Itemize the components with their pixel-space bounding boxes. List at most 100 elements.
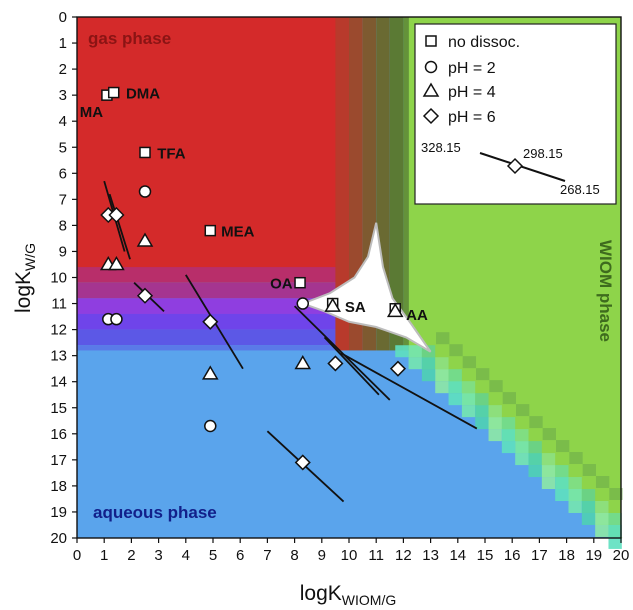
triangle-marker	[294, 354, 312, 370]
legend-diamond-marker	[422, 107, 440, 125]
wiom-phase-label: WIOM phase	[596, 240, 615, 342]
transition-cell	[541, 453, 556, 466]
transition-cell	[435, 381, 449, 394]
x-tick-label: 17	[531, 547, 548, 564]
gas-wiom-band	[349, 17, 363, 351]
legend-temp-mid: 298.15	[523, 146, 563, 161]
axes: 0 1 2 3 4 5 6 7 8 9 10 11 12 13 14 15 16 17 18 19 2001234567…	[50, 9, 629, 564]
x-tick-label: 13	[422, 547, 439, 564]
gas-aqueous-band	[77, 345, 363, 351]
x-tick-label: 2	[127, 547, 135, 564]
wiom-shade-cell	[502, 392, 517, 405]
transition-cell	[448, 381, 462, 394]
transition-cell	[408, 345, 422, 358]
y-tick-label: 17	[50, 452, 67, 469]
diamond-marker	[327, 355, 344, 372]
square-marker	[139, 146, 151, 159]
y-tick-label: 16	[50, 426, 67, 443]
transition-cell	[608, 536, 622, 549]
gas-phase-label: gas phase	[88, 29, 171, 48]
y-tick-label: 15	[50, 400, 67, 417]
transition-cell	[488, 429, 502, 442]
compound-label: AA	[406, 307, 428, 324]
transition-cell	[475, 405, 489, 418]
y-tick-label: 7	[59, 191, 67, 208]
transition-cell	[608, 524, 622, 537]
gas-wiom-band	[335, 17, 349, 351]
legend-square-marker	[425, 35, 437, 47]
x-tick-label: 5	[209, 547, 217, 564]
legend: no dissoc. pH = 2 pH = 4 pH = 6 328.15 2…	[414, 23, 617, 205]
y-tick-label: 4	[59, 113, 67, 130]
transition-cell	[515, 441, 529, 454]
temperature-line	[108, 193, 131, 260]
temperature-lines	[103, 180, 478, 503]
triangle-marker	[108, 255, 125, 271]
transition-cell	[435, 357, 449, 370]
wiom-shade-cell	[489, 380, 503, 393]
x-tick-label: 4	[182, 547, 190, 564]
compound-label: TFA	[157, 145, 185, 162]
y-tick-label: 19	[50, 504, 67, 521]
diamond-marker	[202, 313, 219, 330]
square-marker	[204, 224, 217, 237]
y-tick-label: 5	[59, 139, 67, 156]
y-tick-label: 12	[50, 322, 67, 339]
x-axis-title: logKWIOM/G	[300, 582, 396, 608]
wiom-shade-cell	[609, 487, 623, 500]
wiom-shade-cell	[569, 452, 583, 465]
wiom-shade-cell	[555, 440, 570, 453]
x-tick-label: 1	[100, 547, 108, 564]
y-tick-label: 20	[50, 530, 67, 547]
circle-marker	[296, 297, 310, 310]
transition-cell	[555, 477, 569, 490]
transition-cell	[501, 441, 516, 454]
transition-cell	[395, 345, 409, 358]
transition-cell	[501, 417, 516, 430]
wiom-shade-cell	[582, 464, 596, 477]
transition-cell	[581, 489, 596, 502]
transition-cell	[555, 465, 569, 478]
circle-marker	[110, 312, 123, 326]
wiom-shade-cell	[542, 428, 556, 441]
transition-cell	[408, 357, 422, 370]
x-tick-label: 10	[341, 547, 358, 564]
triangle-marker	[136, 232, 154, 247]
x-tick-label: 12	[395, 547, 412, 564]
transition-cell	[581, 501, 596, 513]
square-marker	[107, 86, 120, 99]
y-tick-label: 0	[59, 9, 67, 26]
x-tick-label: 15	[477, 547, 494, 564]
transition-cell	[435, 369, 449, 382]
transition-cell	[568, 477, 582, 490]
y-tick-label: 8	[59, 217, 67, 234]
x-tick-label: 14	[449, 547, 466, 564]
gas-aqueous-band	[77, 329, 363, 346]
temperature-line	[340, 352, 478, 430]
y-tick-label: 18	[50, 478, 67, 495]
wiom-shade-cell	[436, 332, 450, 345]
diamond-marker	[294, 454, 311, 471]
legend-label-ph4: pH = 4	[448, 84, 496, 101]
wiom-shade-cell	[449, 344, 463, 357]
wiom-shade-cell	[462, 356, 477, 369]
legend-triangle-marker	[422, 82, 440, 97]
y-tick-label: 13	[50, 348, 67, 365]
x-tick-label: 11	[368, 547, 384, 564]
compound-label: MA	[80, 104, 103, 121]
y-tick-label: 10	[50, 270, 67, 287]
x-tick-label: 9	[318, 547, 326, 564]
legend-circle-marker	[424, 60, 438, 74]
transition-cell	[475, 417, 489, 430]
transition-cell	[581, 512, 596, 525]
wiom-shade-cell	[529, 416, 543, 429]
transition-cell	[528, 441, 542, 454]
transition-cell	[448, 369, 462, 382]
y-tick-label: 3	[59, 87, 67, 104]
transition-cell	[528, 453, 542, 466]
compound-label: DMA	[126, 86, 160, 103]
legend-temp-high: 328.15	[421, 140, 461, 155]
transition-cell	[501, 429, 516, 442]
compound-label: OA	[270, 276, 293, 293]
gas-region	[77, 17, 339, 278]
